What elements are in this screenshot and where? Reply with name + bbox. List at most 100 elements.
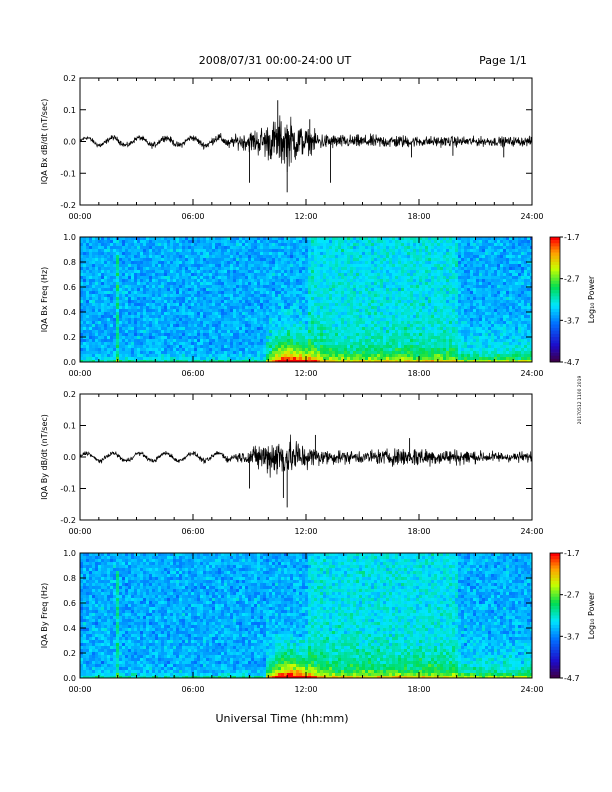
spectrogram-cell [338,252,342,256]
spectrogram-cell [161,309,165,313]
spectrogram-cell [164,297,168,301]
spectrogram-cell [335,345,339,349]
spectrogram-cell [218,330,222,334]
spectrogram-cell [428,246,432,250]
spectrogram-cell [149,327,153,331]
spectrogram-cell [284,357,288,361]
spectrogram-cell [158,336,162,340]
spectrogram-cell [386,309,390,313]
spectrogram-cell [296,300,300,304]
spectrogram-cell [110,288,114,292]
spectrogram-cell [416,285,420,289]
spectrogram-cell [230,324,234,328]
spectrogram-cell [317,333,321,337]
spectrogram-cell [188,270,192,274]
spectrogram-cell [209,255,213,259]
spectrogram-cell [407,336,411,340]
spectrogram-cell [203,282,207,286]
spectrogram-cell [419,324,423,328]
spectrogram-cell [410,264,414,268]
spectrogram-cell [209,336,213,340]
spectrogram-cell [161,294,165,298]
spectrogram-cell [335,258,339,262]
spectrogram-cell [95,264,99,268]
spectrogram-cell [386,255,390,259]
spectrogram-cell [311,318,315,322]
spectrogram-cell [272,336,276,340]
spectrogram-cell [257,345,261,349]
spectrogram-cell [302,252,306,256]
spectrogram-cell [257,264,261,268]
spectrogram-cell [281,300,285,304]
spectrogram-cell [95,306,99,310]
spectrogram-cell [158,342,162,346]
spectrogram-cell [344,273,348,277]
spectrogram-cell [344,264,348,268]
spectrogram-cell [314,339,318,343]
spectrogram-cell [374,354,378,358]
spectrogram-cell [116,303,120,307]
spectrogram-cell [224,282,228,286]
spectrogram-cell [101,330,105,334]
spectrogram-cell [371,276,375,280]
spectrogram-cell [350,282,354,286]
spectrogram-cell [365,300,369,304]
spectrogram-cell [107,249,111,253]
spectrogram-cell [215,348,219,352]
spectrogram-cell [383,348,387,352]
spectrogram-cell [320,336,324,340]
spectrogram-cell [377,354,381,358]
spectrogram-cell [170,348,174,352]
spectrogram-cell [152,318,156,322]
spectrogram-cell [173,273,177,277]
spectrogram-cell [266,357,270,361]
spectrogram-cell [83,318,87,322]
spectrogram-cell [329,357,333,361]
spectrogram-cell [374,342,378,346]
spectrogram-cell [176,348,180,352]
spectrogram-cell [263,309,267,313]
spectrogram-cell [407,360,411,362]
spectrogram-cell [395,348,399,352]
spectrogram-cell [257,327,261,331]
spectrogram-cell [203,309,207,313]
spectrogram-cell [143,270,147,274]
spectrogram-cell [344,237,348,241]
spectrogram-cell [404,345,408,349]
spectrogram-cell [275,288,279,292]
spectrogram-cell [200,291,204,295]
spectrogram-cell [290,324,294,328]
spectrogram-cell [173,333,177,337]
spectrogram-cell [224,255,228,259]
spectrogram-cell [323,339,327,343]
spectrogram-cell [425,336,429,340]
spectrogram-cell [125,243,129,247]
spectrogram-cell [242,288,246,292]
spectrogram-cell [152,339,156,343]
spectrogram-cell [323,327,327,331]
spectrogram-cell [182,279,186,283]
spectrogram-cell [119,324,123,328]
spectrogram-cell [182,237,186,241]
spectrogram-cell [374,312,378,316]
spectrogram-cell [131,291,135,295]
spectrogram-cell [230,267,234,271]
spectrogram-cell [281,342,285,346]
spectrogram-cell [365,294,369,298]
spectrogram-cell [356,273,360,277]
spectrogram-cell [326,300,330,304]
spectrogram-cell [254,282,258,286]
spectrogram-cell [143,243,147,247]
spectrogram-cell [371,348,375,352]
spectrogram-cell [134,351,138,355]
spectrogram-cell [332,360,336,362]
spectrogram-cell [281,246,285,250]
spectrogram-cell [167,360,171,362]
spectrogram-cell [101,318,105,322]
spectrogram-cell [146,330,150,334]
spectrogram-cell [329,303,333,307]
spectrogram-cell [194,312,198,316]
spectrogram-cell [293,300,297,304]
spectrogram-cell [131,276,135,280]
spectrogram-cell [209,276,213,280]
